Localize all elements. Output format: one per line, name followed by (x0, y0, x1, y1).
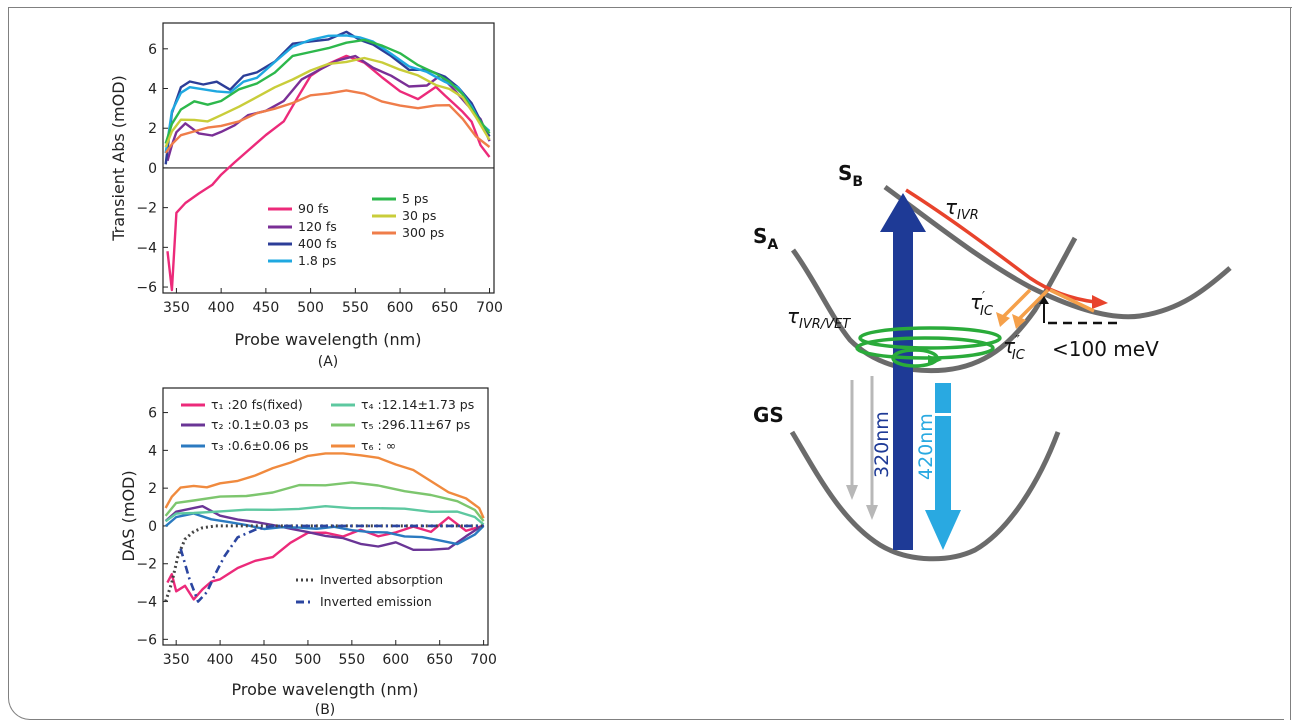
y-tick-label: −6 (136, 280, 157, 296)
x-tick-label: 500 (295, 652, 322, 668)
series-line (166, 54, 491, 162)
x-tick-label: 400 (207, 652, 234, 668)
x-tick-label: 350 (163, 652, 190, 668)
series-line (179, 524, 484, 603)
tau-ic2-label: τ″ IC (1003, 334, 1026, 363)
y-tick-label: 4 (148, 82, 157, 98)
series-line (164, 505, 485, 526)
legend-label: 300 ps (402, 225, 444, 240)
legend-label: 30 ps (402, 208, 436, 223)
y-tick-label: 6 (148, 42, 157, 58)
emission-label: 420nm (915, 413, 937, 480)
legend-label: τ₃ :0.6±0.06 ps (211, 438, 308, 453)
series-line (164, 524, 484, 602)
state-label-sb: SB (838, 161, 863, 190)
ivr-arrow (905, 188, 1108, 309)
series-line (164, 38, 491, 144)
x-tick-label: 400 (208, 300, 235, 316)
panel-a: 350 400 450 500 550 600 650 700 −6 −4 −2 0 2 4 6 Probe… (109, 22, 503, 370)
legend-label: τ₁ :20 fs(fixed) (211, 397, 303, 412)
energy-gap-marker (1039, 296, 1118, 325)
legend-label: Inverted emission (320, 594, 432, 609)
x-tick-label: 700 (470, 652, 497, 668)
x-tick-label: 700 (476, 300, 503, 316)
y-tick-label: −4 (136, 240, 157, 256)
series-line (164, 512, 485, 546)
series-line (164, 505, 485, 551)
legend-label: Inverted absorption (320, 572, 443, 587)
y-tick-label: 6 (148, 406, 157, 422)
series-line (164, 89, 491, 154)
y-tick-label: −2 (136, 557, 157, 573)
y-tick-label: −2 (136, 201, 157, 217)
tau-ic1-label: τ′ IC (970, 290, 994, 319)
vet-coil (855, 326, 1002, 368)
state-label-gs: GS (753, 403, 784, 427)
legend-label: 90 fs (298, 201, 329, 216)
plot-a-ylabel: Transient Abs (mOD) (109, 75, 128, 242)
x-tick-label: 650 (426, 652, 453, 668)
plot-a-panel-label: (A) (318, 354, 339, 370)
plot-b-ylabel: DAS (mOD) (119, 470, 138, 561)
pump-arrow (880, 193, 926, 550)
x-tick-label: 500 (297, 300, 324, 316)
plot-b-legend: τ₁ :20 fs(fixed) τ₂ :0.1±0.03 ps τ₃ :0.6±0… (181, 397, 474, 609)
surface-sb (883, 184, 1232, 320)
y-tick-label: −4 (136, 595, 157, 611)
figure-border-right (1290, 7, 1291, 720)
plot-a-legend: 90 fs 120 fs 400 fs 1.8 ps 5 ps 30 ps 300 ps (268, 191, 444, 268)
x-tick-label: 600 (382, 652, 409, 668)
legend-label: τ₄ :12.14±1.73 ps (361, 397, 474, 412)
series-line (166, 516, 484, 601)
x-tick-label: 350 (163, 300, 190, 316)
figure-border-top (8, 7, 1292, 8)
series-line (164, 481, 485, 522)
plot-b-xlabel: Probe wavelength (nm) (232, 680, 419, 699)
series-line (164, 452, 485, 519)
ic-arrows (996, 288, 1095, 329)
tau-ivr-label: τIVR (945, 195, 979, 223)
legend-label: 1.8 ps (298, 253, 336, 268)
plot-b-ticks: 350 400 450 500 550 600 650 700 −6 −4 −2 0 2 4 6 (136, 406, 497, 668)
legend-label: τ₂ :0.1±0.03 ps (211, 417, 308, 432)
y-tick-label: 0 (148, 161, 157, 177)
series-line (164, 34, 491, 154)
panel-b: 350 400 450 500 550 600 650 700 −6 −4 −2 0 2 4 6 Probe… (119, 387, 497, 718)
plot-b-panel-label: (B) (315, 702, 336, 718)
series-line (164, 30, 491, 165)
plot-a-series (164, 30, 491, 292)
legend-label: 400 fs (298, 236, 337, 251)
emission-arrow (925, 383, 961, 550)
y-tick-label: 0 (148, 519, 157, 535)
surface-gs (789, 430, 1061, 562)
plot-b-frame (162, 387, 489, 646)
x-tick-label: 650 (431, 300, 458, 316)
x-tick-label: 550 (342, 300, 369, 316)
plot-b-series (164, 452, 485, 603)
legend-label: 5 ps (402, 191, 428, 206)
tau-ivr-vet-label: τIVR/VET (787, 304, 851, 332)
x-tick-label: 450 (251, 652, 278, 668)
x-tick-label: 550 (338, 652, 365, 668)
state-label-sa: SA (753, 224, 778, 253)
legend-label: τ₅ :296.11±67 ps (361, 417, 470, 432)
x-tick-label: 600 (387, 300, 414, 316)
legend-label: 120 fs (298, 219, 337, 234)
y-tick-label: −6 (136, 632, 157, 648)
x-tick-label: 450 (253, 300, 280, 316)
legend-label: τ₆ : ∞ (361, 438, 396, 453)
figure-border (8, 7, 1284, 720)
series-line (164, 56, 491, 148)
y-tick-label: 2 (148, 481, 157, 497)
energy-gap-label: <100 meV (1052, 337, 1159, 361)
plot-a-xlabel: Probe wavelength (nm) (235, 330, 422, 349)
pump-label: 320nm (871, 411, 893, 478)
relaxation-arrows (846, 376, 878, 520)
energy-diagram: SB SA GS 320nm 420nm τIVR (753, 161, 1232, 562)
y-tick-label: 4 (148, 443, 157, 459)
plot-a-ticks: 350 400 450 500 550 600 650 700 −6 −4 −2 0 2 4 6 (136, 42, 503, 316)
plot-a-frame (162, 22, 495, 294)
y-tick-label: 2 (148, 121, 157, 137)
